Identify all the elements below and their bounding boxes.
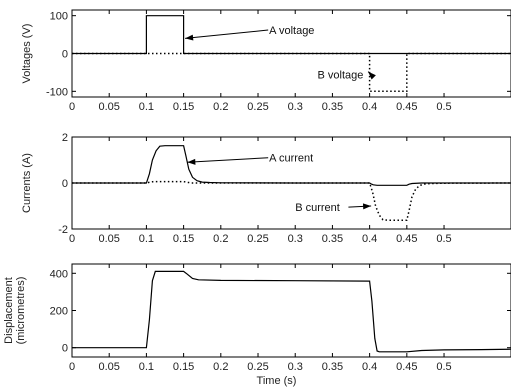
x-tick-label: 0.2 <box>213 233 228 245</box>
x-tick-label: 0.15 <box>173 101 194 113</box>
x-tick-label: 0.35 <box>322 233 343 245</box>
y-tick-label: 100 <box>50 11 68 23</box>
x-tick-label: 0.25 <box>247 233 268 245</box>
y-tick-label: 2 <box>62 132 68 144</box>
x-tick-label: 0.05 <box>98 233 119 245</box>
y-tick-label: 0 <box>62 343 68 355</box>
x-tick-label: 0.15 <box>173 361 194 373</box>
annotation-arrow-line <box>187 157 269 163</box>
chart-panel-2: 0 0.05 0.1 0.15 0.2 0.25 0.3 0.35 0.4 0.45 0.5-202… <box>21 132 511 245</box>
annotation-arrowhead <box>185 34 194 41</box>
y-tick-label: 400 <box>50 268 68 280</box>
y-tick-label: -2 <box>58 224 68 236</box>
x-tick-label: 0.3 <box>288 233 303 245</box>
annotation-label: B voltage <box>318 69 364 81</box>
x-tick-label: 0.5 <box>436 101 451 113</box>
y-tick-label: 0 <box>62 49 68 61</box>
annotation-label: A voltage <box>269 25 314 37</box>
y-tick-label: 0 <box>62 178 68 190</box>
x-tick-label: 0.15 <box>173 233 194 245</box>
x-tick-label: 0.2 <box>213 101 228 113</box>
annotation-arrowhead <box>368 71 376 80</box>
x-tick-label: 0.3 <box>288 101 303 113</box>
x-tick-label: 0.35 <box>322 361 343 373</box>
x-tick-label: 0.45 <box>396 361 417 373</box>
annotation-arrowhead <box>362 203 372 210</box>
x-tick-label: 0 <box>69 361 75 373</box>
x-tick-label: 0.2 <box>213 361 228 373</box>
x-tick-label: 0.05 <box>98 101 119 113</box>
series-line-displacement <box>72 270 511 353</box>
x-tick-label: 0.05 <box>98 361 119 373</box>
x-axis-label: Time (s) <box>257 375 297 387</box>
x-tick-label: 0.4 <box>362 361 377 373</box>
x-tick-label: 0.1 <box>139 361 154 373</box>
series-line-a-current <box>72 145 511 186</box>
annotation-arrow-line <box>185 29 269 39</box>
plot-frame <box>71 263 511 358</box>
y-axis-label: (micrometres) <box>15 277 27 345</box>
x-tick-label: 0.45 <box>396 101 417 113</box>
x-tick-label: 0.35 <box>322 101 343 113</box>
x-tick-label: 0.4 <box>362 233 377 245</box>
x-tick-label: 0.1 <box>139 101 154 113</box>
y-axis-label: Voltages (V) <box>21 24 33 84</box>
annotation-arrowhead <box>187 158 196 165</box>
y-tick-label: -100 <box>46 86 68 98</box>
x-tick-label: 0 <box>69 101 75 113</box>
x-tick-label: 0.3 <box>288 361 303 373</box>
chart-panel-3: 0 0.05 0.1 0.15 0.2 0.25 0.3 0.35 0.4 0.45 0.5 0 200… <box>3 263 511 387</box>
x-tick-label: 0.45 <box>396 233 417 245</box>
annotation-label: A current <box>269 153 313 165</box>
x-tick-label: 0.4 <box>362 101 377 113</box>
y-tick-label: 200 <box>50 306 68 318</box>
x-tick-label: 0 <box>69 233 75 245</box>
y-axis-label: Displacement <box>3 277 15 344</box>
series-line-b-current <box>72 180 511 222</box>
annotation-label: B current <box>295 202 340 214</box>
x-tick-label: 0.5 <box>436 361 451 373</box>
x-tick-label: 0.25 <box>247 101 268 113</box>
x-tick-label: 0.1 <box>139 233 154 245</box>
x-tick-label: 0.25 <box>247 361 268 373</box>
y-axis-label: Currents (A) <box>21 153 33 213</box>
series-line-a-voltage <box>72 15 511 55</box>
x-tick-label: 0.5 <box>436 233 451 245</box>
series-line-b-voltage <box>72 52 511 93</box>
chart-panel-1: 0 0.05 0.1 0.15 0.2 0.25 0.3 0.35 0.4 0.45 0.5 -100… <box>21 9 511 113</box>
